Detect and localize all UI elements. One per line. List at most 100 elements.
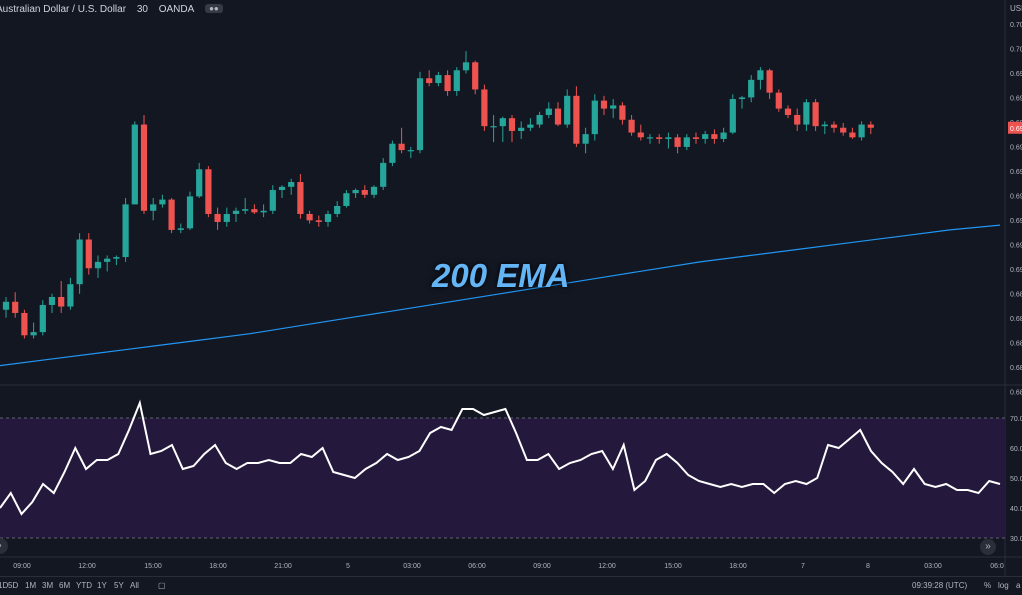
candle-body[interactable] [205, 169, 212, 214]
candle-body[interactable] [748, 79, 755, 98]
candle-body[interactable] [472, 62, 479, 90]
candle-body[interactable] [196, 169, 203, 197]
candle-body[interactable] [527, 124, 534, 128]
candle-body[interactable] [766, 70, 773, 93]
candle-body[interactable] [140, 124, 148, 211]
percent-toggle[interactable]: % [984, 581, 992, 590]
candle-body[interactable] [334, 205, 341, 214]
candle-body[interactable] [214, 213, 221, 222]
candle-body[interactable] [619, 105, 626, 120]
clock-label[interactable]: 09:39:28 (UTC) [912, 581, 968, 590]
candle-body[interactable] [352, 190, 359, 194]
candle-body[interactable] [775, 92, 782, 109]
candle-body[interactable] [389, 143, 396, 163]
candle-body[interactable] [159, 199, 166, 205]
candle-body[interactable] [692, 137, 700, 139]
candle-body[interactable] [168, 199, 175, 230]
timeframe-5d[interactable]: 5D [8, 581, 19, 590]
candle-body[interactable] [444, 75, 451, 92]
date-range-icon[interactable]: ▢ [158, 581, 166, 590]
timeframe-6m[interactable]: 6M [59, 581, 71, 590]
candle-body[interactable] [757, 70, 764, 80]
candle-body[interactable] [380, 162, 387, 187]
timeframe-1y[interactable]: 1Y [97, 581, 107, 590]
rsi-line[interactable] [0, 399, 1001, 516]
timeframe-3m[interactable]: 3M [42, 581, 54, 590]
candle-body[interactable] [223, 213, 230, 222]
candle-body[interactable] [600, 100, 608, 109]
candle-body[interactable] [729, 99, 736, 133]
candle-body[interactable] [656, 137, 663, 139]
candle-body[interactable] [812, 102, 819, 127]
candle-body[interactable] [582, 134, 589, 144]
scroll-to-latest-button[interactable]: » [980, 539, 996, 555]
candle-body[interactable] [858, 124, 865, 138]
candle-body[interactable] [784, 108, 792, 115]
candle-body[interactable] [416, 78, 424, 151]
candle-body[interactable] [131, 124, 138, 205]
candle-body[interactable] [324, 213, 332, 222]
candle-body[interactable] [518, 127, 525, 131]
candle-body[interactable] [232, 210, 240, 214]
candle-body[interactable] [278, 186, 286, 191]
candle-body[interactable] [85, 239, 92, 269]
timeframe-1d[interactable]: 1D [0, 581, 9, 590]
candle-body[interactable] [591, 100, 598, 135]
candle-body[interactable] [150, 204, 157, 211]
candle-body[interactable] [830, 124, 838, 128]
candle-body[interactable] [186, 196, 194, 229]
timeframe-1m[interactable]: 1M [25, 581, 37, 590]
candle-body[interactable] [361, 190, 368, 195]
candle-body[interactable] [481, 89, 488, 127]
candle-body[interactable] [867, 124, 874, 128]
candle-body[interactable] [490, 126, 497, 128]
candle-body[interactable] [76, 239, 83, 285]
candle-body[interactable] [177, 228, 184, 230]
header-badge[interactable]: ●● [205, 4, 223, 13]
candle-body[interactable] [260, 210, 267, 213]
candle-body[interactable] [646, 137, 654, 139]
candle-body[interactable] [674, 137, 681, 147]
timeframe-ytd[interactable]: YTD [76, 581, 92, 590]
candle-body[interactable] [48, 296, 56, 305]
candle-body[interactable] [435, 75, 442, 84]
log-toggle[interactable]: log [998, 581, 1009, 590]
candle-body[interactable] [407, 150, 414, 152]
candle-body[interactable] [306, 213, 313, 221]
candle-body[interactable] [12, 301, 19, 313]
candle-body[interactable] [58, 296, 65, 307]
timeframe-all[interactable]: All [130, 581, 139, 590]
ema-200-line[interactable] [0, 224, 1001, 367]
candle-body[interactable] [297, 182, 304, 214]
candle-body[interactable] [370, 186, 378, 195]
candle-body[interactable] [67, 284, 74, 307]
candle-body[interactable] [508, 118, 516, 131]
candle-body[interactable] [269, 190, 276, 211]
scroll-left-button[interactable]: › [0, 538, 8, 554]
candle-body[interactable] [794, 114, 801, 125]
candle-body[interactable] [554, 108, 562, 125]
candle-body[interactable] [610, 105, 617, 109]
candle-body[interactable] [840, 127, 847, 133]
candle-body[interactable] [343, 193, 350, 206]
candle-body[interactable] [821, 124, 828, 127]
candle-body[interactable] [702, 134, 709, 139]
candle-body[interactable] [720, 132, 727, 139]
candle-body[interactable] [315, 220, 322, 222]
timeframe-5y[interactable]: 5Y [114, 581, 124, 590]
candle-body[interactable] [803, 102, 810, 125]
interval-label[interactable]: 30 [136, 4, 148, 15]
candle-body[interactable] [499, 118, 506, 127]
candle-body[interactable] [536, 114, 543, 125]
candle-body[interactable] [849, 132, 856, 138]
candle-body[interactable] [251, 209, 258, 213]
candle-body[interactable] [665, 137, 672, 139]
auto-toggle[interactable]: a [1016, 581, 1021, 590]
candle-body[interactable] [122, 204, 129, 258]
candle-body[interactable] [21, 312, 28, 336]
candle-body[interactable] [462, 62, 470, 71]
candle-body[interactable] [94, 261, 102, 269]
candle-body[interactable] [545, 108, 552, 115]
candle-body[interactable] [104, 258, 111, 262]
